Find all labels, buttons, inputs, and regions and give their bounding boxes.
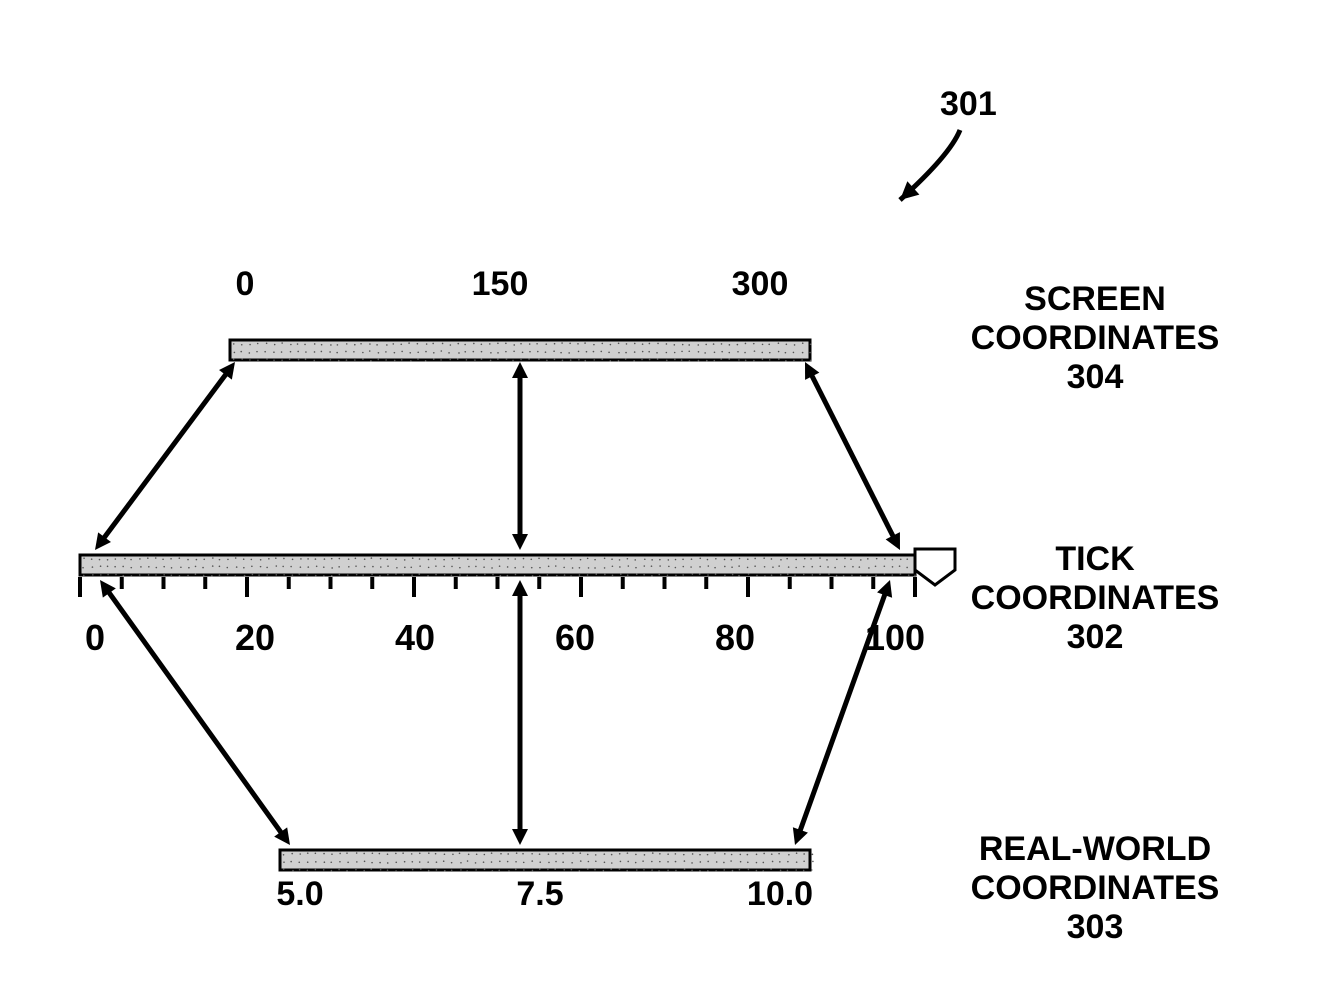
- svg-text:80: 80: [715, 617, 755, 658]
- realworld-label-line-2: 303: [945, 908, 1245, 947]
- screen-label-line-1: COORDINATES: [945, 319, 1245, 358]
- svg-text:300: 300: [732, 265, 789, 303]
- svg-text:7.5: 7.5: [516, 875, 563, 913]
- svg-text:0: 0: [85, 617, 105, 658]
- tick-coords-label: TICKCOORDINATES302: [945, 540, 1245, 657]
- svg-text:40: 40: [395, 617, 435, 658]
- realworld-label-line-0: REAL-WORLD: [945, 830, 1245, 869]
- svg-text:20: 20: [235, 617, 275, 658]
- screen-label-line-0: SCREEN: [945, 280, 1245, 319]
- svg-text:0: 0: [236, 265, 255, 303]
- screen-coords-label: SCREENCOORDINATES304: [945, 280, 1245, 397]
- reference-number: 301: [940, 85, 997, 123]
- screen-label-line-2: 304: [945, 358, 1245, 397]
- svg-text:10.0: 10.0: [747, 875, 813, 913]
- tick-label-line-1: COORDINATES: [945, 579, 1245, 618]
- svg-text:150: 150: [472, 265, 529, 303]
- svg-text:60: 60: [555, 617, 595, 658]
- svg-text:5.0: 5.0: [276, 875, 323, 913]
- realworld-coords-label: REAL-WORLDCOORDINATES303: [945, 830, 1245, 947]
- reference-label: 301: [940, 85, 997, 124]
- tick-label-line-2: 302: [945, 618, 1245, 657]
- tick-label-line-0: TICK: [945, 540, 1245, 579]
- realworld-label-line-1: COORDINATES: [945, 869, 1245, 908]
